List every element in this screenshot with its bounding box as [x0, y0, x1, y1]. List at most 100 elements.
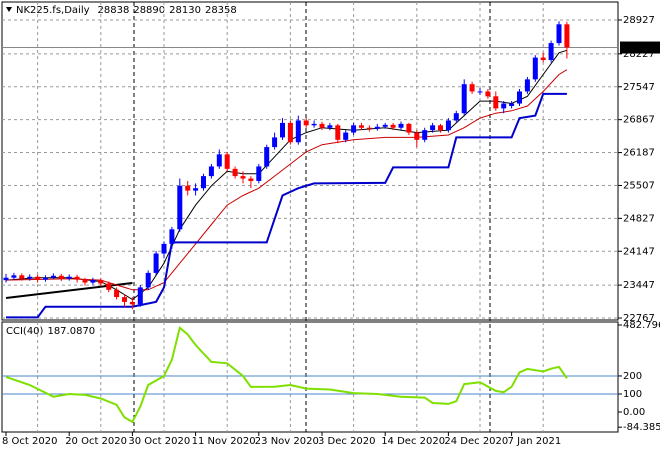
indicator-line — [6, 92, 567, 319]
candle-body — [359, 125, 364, 128]
header-part: 28838 — [98, 5, 130, 16]
candle-body — [27, 276, 33, 279]
candle-body — [137, 287, 143, 305]
candle-body — [382, 124, 388, 127]
candle-body — [548, 43, 554, 61]
indicator-line — [5, 69, 568, 291]
x-tick-label: 8 Oct 2020 — [2, 436, 57, 447]
x-tick-label: 20 Oct 2020 — [65, 436, 127, 447]
candle-body — [445, 120, 451, 131]
candle-body — [208, 166, 214, 177]
candle-body — [224, 154, 230, 169]
candle-body — [390, 124, 396, 128]
y-tick-label: 27547 — [623, 82, 655, 93]
candle-body — [303, 120, 309, 126]
candle-body — [501, 103, 507, 109]
candle-body — [106, 283, 112, 290]
cci-tick-label: 0.00 — [623, 407, 645, 418]
y-tick-label: 26867 — [623, 115, 655, 126]
candle-body — [232, 168, 238, 177]
candle-body — [343, 132, 349, 140]
candle-body — [66, 276, 72, 279]
candle-body — [319, 123, 325, 128]
header-part: NK225.fs,Daily — [16, 5, 90, 16]
y-tick-label: 28227 — [623, 49, 655, 60]
candle-body — [256, 166, 262, 181]
candle-body — [453, 113, 459, 121]
cci-line — [5, 325, 568, 424]
y-tick-label: 24147 — [623, 246, 655, 257]
y-tick-label: 25507 — [623, 180, 655, 191]
candle-body — [74, 276, 80, 280]
cci-label: CCI(40) 187.0870 — [6, 326, 95, 337]
y-tick-label: 22767 — [623, 313, 655, 324]
candle-body — [532, 57, 538, 80]
candle-body — [3, 277, 9, 281]
candle-body — [422, 130, 428, 140]
title-arrow — [6, 7, 12, 12]
candle-body — [161, 243, 167, 254]
candle-body — [469, 84, 475, 92]
y-tick-label: 28927 — [623, 15, 655, 26]
cci-tick-label: -84.3857 — [623, 422, 660, 433]
candle-body — [366, 127, 372, 129]
x-tick-label: 7 Jan 2021 — [508, 436, 562, 447]
candle-body — [287, 122, 293, 143]
x-tick-label: 3 Dec 2020 — [318, 436, 376, 447]
candle-body — [216, 154, 222, 167]
y-tick-label: 24827 — [623, 213, 655, 224]
candle-body — [477, 91, 483, 93]
candle-body — [90, 280, 96, 283]
candle-body — [374, 126, 380, 129]
x-tick-label: 30 Oct 2020 — [128, 436, 190, 447]
candle-body — [280, 122, 285, 138]
header-part: 28358 — [205, 5, 237, 16]
candle-body — [272, 137, 278, 148]
x-tick-label: 23 Nov 2020 — [255, 436, 319, 447]
current-price-label: 28358 — [623, 43, 655, 54]
main-panel — [1, 1, 619, 321]
candle-body — [564, 24, 570, 48]
y-tick-label: 26187 — [623, 148, 655, 159]
x-tick-label: 24 Dec 2020 — [444, 436, 508, 447]
candle-body — [177, 185, 183, 230]
candle-body — [185, 185, 191, 191]
header: NK225.fs,Daily 28838 28890 28130 28358 — [16, 5, 237, 16]
cci-panel — [1, 321, 619, 433]
candle-body — [351, 125, 357, 133]
candle-body — [43, 277, 48, 280]
candle-body — [414, 132, 420, 140]
x-tick-label: 11 Nov 2020 — [192, 436, 256, 447]
candle-body — [524, 79, 530, 92]
candle-body — [50, 275, 56, 278]
candle-body — [19, 275, 25, 279]
candle-body — [145, 272, 151, 288]
candle-body — [193, 188, 199, 191]
candle-body — [11, 275, 17, 278]
candle-body — [485, 91, 491, 97]
x-tick-label: 14 Dec 2020 — [381, 436, 445, 447]
indicator-line — [5, 49, 568, 301]
candle-body — [493, 96, 499, 109]
candle-body — [295, 120, 301, 143]
current-price-box — [620, 41, 660, 54]
candle-body — [438, 125, 443, 131]
candle-body — [58, 275, 64, 279]
cci-tick-label: 100 — [623, 389, 642, 400]
candle-body — [153, 253, 159, 273]
y-tick-label: 23447 — [623, 280, 655, 291]
candle-body — [327, 125, 333, 128]
candle-body — [556, 24, 562, 44]
cci-value: 187.0870 — [47, 326, 95, 337]
candle-body — [114, 289, 120, 298]
candle-body — [122, 297, 127, 302]
candle-body — [461, 84, 467, 114]
candle-body — [509, 103, 515, 106]
cci-tick-label: 200 — [623, 371, 642, 382]
candle-body — [398, 123, 404, 128]
indicator-line — [5, 282, 133, 299]
header-text: NK225.fs,Daily 28838 28890 28130 28358 — [16, 5, 237, 16]
cci-tick-label: 482.7966 — [623, 320, 660, 331]
